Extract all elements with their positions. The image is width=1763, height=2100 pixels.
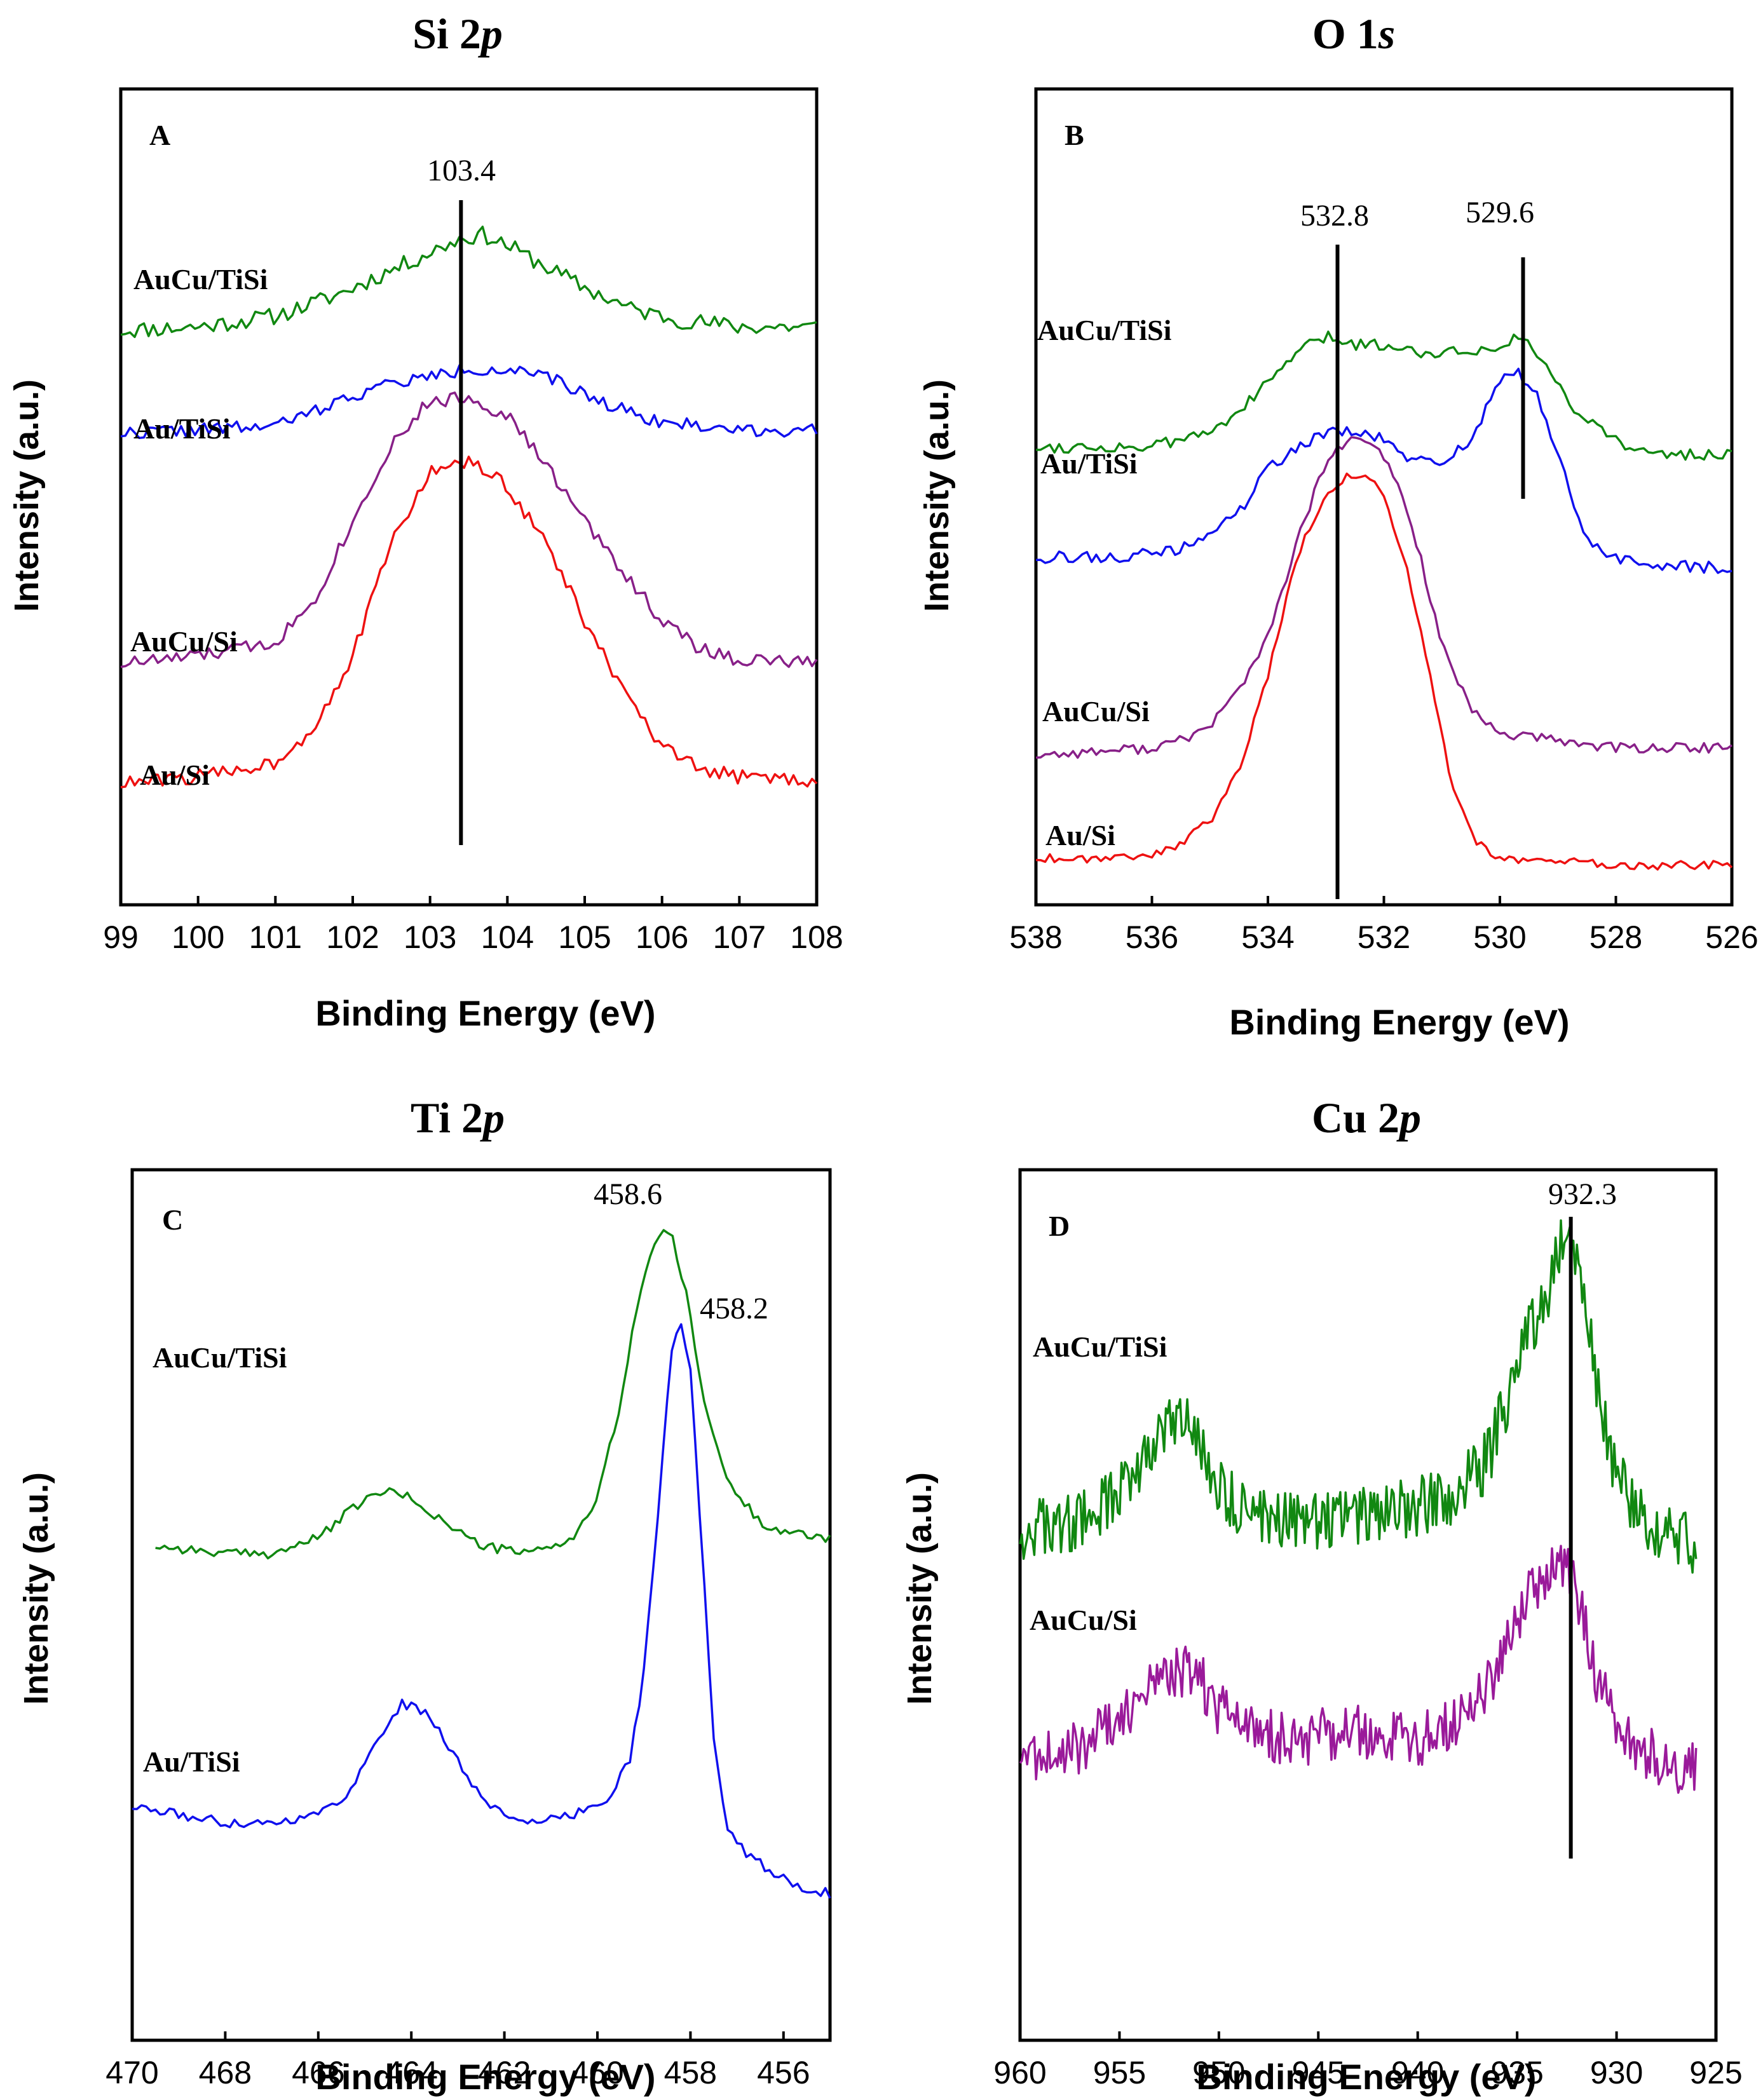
panel-b: O 1s 538 536 534 532 530 528 526 B 532.8 529.6… (918, 10, 1759, 1042)
x-tick-label: 538 (1009, 919, 1062, 955)
x-tick-label: 106 (636, 919, 688, 955)
panel-b-peak-label-2: 529.6 (1466, 196, 1534, 229)
series-au-tisi-line (120, 364, 818, 440)
panel-a-letter: A (149, 119, 170, 151)
x-tick-label: 528 (1589, 919, 1642, 955)
x-tick-label: 930 (1590, 2055, 1643, 2090)
panel-d-x-ticks: 960 955 950 945 940 935 930 925 (993, 2031, 1743, 2090)
panel-d-frame (1018, 1168, 1718, 2042)
x-tick-label: 466 (292, 2055, 344, 2090)
series-aucu-tisi-line (1035, 330, 1732, 461)
x-tick-label: 470 (106, 2055, 158, 2090)
panel-d-title: Cu 2p (1312, 1094, 1421, 1142)
panel-b-peak-label-1: 532.8 (1300, 199, 1369, 233)
panel-b-x-axis-label: Binding Energy (eV) (1229, 1002, 1569, 1042)
x-tick-label: 107 (713, 919, 766, 955)
x-tick-label: 945 (1292, 2055, 1345, 2090)
panel-c: Ti 2p 470 468 466 464 462 460 458 456 C 458.6 4… (17, 1094, 832, 2097)
x-tick-label: 940 (1391, 2055, 1444, 2090)
x-tick-label: 100 (172, 919, 224, 955)
panel-b-letter: B (1065, 119, 1084, 151)
panel-c-peak-label-2: 458.2 (700, 1292, 768, 1325)
x-tick-label: 458 (664, 2055, 717, 2090)
panel-b-x-ticks: 538 536 534 532 530 528 526 (1009, 896, 1759, 955)
x-tick-label: 536 (1126, 919, 1178, 955)
x-tick-label: 464 (385, 2055, 437, 2090)
series-aucu-tisi-line (155, 1229, 831, 1560)
x-tick-label: 101 (249, 919, 302, 955)
series-aucu-tisi-line (1019, 1219, 1698, 1574)
panel-a-label-au-tisi: Au/TiSi (133, 412, 231, 445)
panel-c-peak-label-1: 458.6 (594, 1177, 662, 1211)
panel-c-x-axis-label: Binding Energy (eV) (315, 2057, 655, 2097)
panel-a-x-ticks: 99 100 101 102 103 104 105 106 107 108 (103, 896, 843, 955)
panel-a-frame (119, 87, 819, 907)
series-aucu-tisi-line (120, 226, 817, 339)
panel-d-label-aucu-si: AuCu/Si (1030, 1604, 1137, 1636)
x-tick-label: 460 (571, 2055, 623, 2090)
panel-d: Cu 2p 960 955 950 945 940 935 930 925 D 932.3 A… (901, 1094, 1743, 2097)
panel-d-y-axis-label: Intensity (a.u.) (901, 1472, 939, 1705)
panel-a-y-axis-label: Intensity (a.u.) (8, 379, 46, 612)
panel-c-frame (130, 1168, 832, 2042)
x-tick-label: 950 (1192, 2055, 1245, 2090)
panel-c-label-aucu-tisi: AuCu/TiSi (153, 1341, 287, 1374)
series-au-si-line (120, 456, 818, 789)
x-tick-label: 935 (1490, 2055, 1543, 2090)
panel-b-y-axis-label: Intensity (a.u.) (918, 379, 956, 612)
panel-c-label-au-tisi: Au/TiSi (143, 1745, 240, 1778)
x-tick-label: 526 (1705, 919, 1758, 955)
panel-d-label-aucu-tisi: AuCu/TiSi (1033, 1331, 1167, 1363)
x-tick-label: 534 (1241, 919, 1294, 955)
panel-d-series (1019, 1219, 1698, 1794)
series-au-tisi-line (132, 1323, 831, 1899)
panel-b-title: O 1s (1312, 10, 1395, 58)
series-aucu-si-line (1019, 1545, 1698, 1794)
panel-a-series (120, 226, 818, 789)
x-tick-label: 925 (1689, 2055, 1742, 2090)
x-tick-label: 456 (757, 2055, 810, 2090)
panel-c-title: Ti 2p (411, 1094, 505, 1142)
panel-b-label-au-si: Au/Si (1045, 819, 1115, 851)
x-tick-label: 108 (790, 919, 843, 955)
panel-a-label-aucu-tisi: AuCu/TiSi (133, 263, 268, 295)
panel-d-letter: D (1049, 1210, 1070, 1242)
x-tick-label: 104 (481, 919, 534, 955)
x-tick-label: 103 (404, 919, 456, 955)
series-aucu-si-line (1035, 436, 1733, 759)
x-tick-label: 105 (558, 919, 611, 955)
series-au-tisi-line (1035, 367, 1732, 574)
x-tick-label: 462 (478, 2055, 531, 2090)
x-tick-label: 532 (1358, 919, 1410, 955)
x-tick-label: 955 (1093, 2055, 1146, 2090)
panel-d-x-axis-label: Binding Energy (eV) (1196, 2057, 1536, 2097)
panel-a-label-au-si: Au/Si (140, 759, 210, 791)
panel-b-reference-lines (1335, 245, 1525, 899)
x-tick-label: 960 (993, 2055, 1046, 2090)
panel-c-x-ticks: 470 468 466 464 462 460 458 456 (106, 2031, 810, 2090)
series-aucu-si-line (120, 391, 818, 668)
panel-c-y-axis-label: Intensity (a.u.) (17, 1472, 55, 1705)
series-au-si-line (1035, 472, 1733, 871)
x-tick-label: 530 (1473, 919, 1526, 955)
panel-c-letter: C (162, 1203, 183, 1236)
panel-c-series (132, 1229, 831, 1899)
panel-a: Si 2p 99 100 101 102 103 104 105 106 107 108 A 10… (8, 10, 843, 1033)
panel-a-label-aucu-si: AuCu/Si (130, 625, 238, 658)
panel-b-label-au-tisi: Au/TiSi (1040, 447, 1138, 480)
panel-b-label-aucu-si: AuCu/Si (1042, 695, 1150, 728)
x-tick-label: 102 (326, 919, 379, 955)
panel-d-peak-label: 932.3 (1548, 1177, 1617, 1211)
x-tick-label: 99 (103, 919, 139, 955)
panel-a-x-axis-label: Binding Energy (eV) (315, 993, 655, 1033)
panel-b-series (1035, 330, 1733, 871)
x-tick-label: 468 (199, 2055, 252, 2090)
panel-b-label-aucu-tisi: AuCu/TiSi (1037, 314, 1172, 346)
panel-a-peak-label: 103.4 (427, 154, 496, 187)
panel-a-title: Si 2p (412, 10, 503, 58)
